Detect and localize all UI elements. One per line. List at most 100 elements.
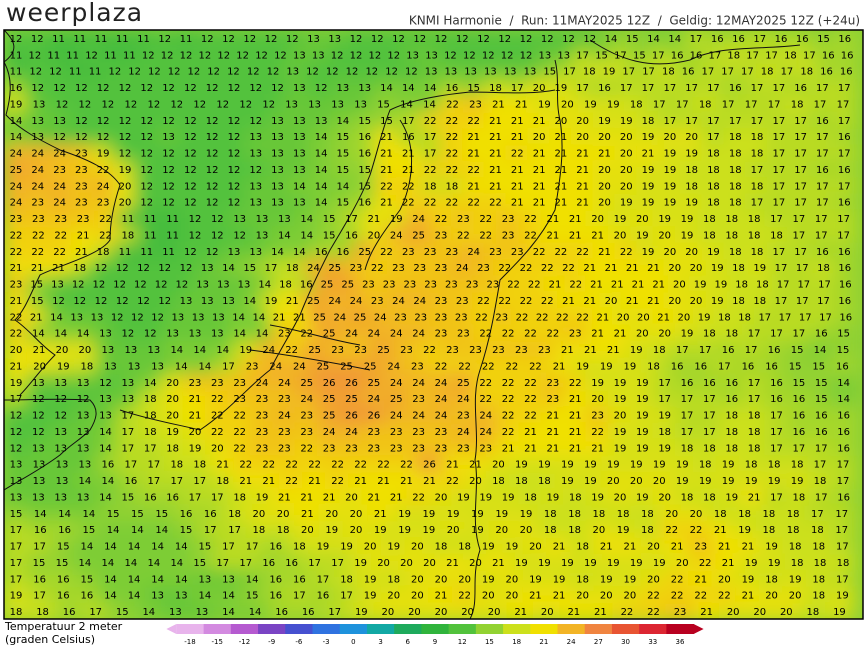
temperature-value: 18 [725,411,738,422]
temperature-value: 12 [477,34,490,45]
legend-title: Temperatuur 2 meter [4,620,123,633]
temperature-value: 22 [371,263,384,274]
temperature-value: 24 [323,427,336,438]
temperature-cell [527,128,551,147]
temperature-value: 26 [368,411,381,422]
temperature-value: 21 [492,99,505,110]
temperature-value: 17 [772,116,785,127]
temperature-value: 14 [147,558,160,569]
temperature-value: 12 [53,132,66,143]
logo[interactable]: weerplaza [6,0,143,27]
temperature-value: 16 [816,165,829,176]
temperature-value: 18 [791,558,804,569]
temperature-value: 15 [467,83,480,94]
temperature-value: 20 [435,574,448,585]
temperature-value: 12 [413,34,426,45]
temperature-value: 12 [207,67,220,78]
temperature-value: 12 [189,214,202,225]
temperature-value: 21 [607,345,620,356]
temperature-value: 19 [725,492,738,503]
temperature-value: 23 [354,345,367,356]
temperature-value: 16 [690,50,703,61]
temperature-value: 20 [598,132,611,143]
temperature-value: 18 [837,558,850,569]
temperature-value: 12 [77,394,90,405]
temperature-value: 24 [31,165,44,176]
temperature-cell [81,46,102,65]
temperature-value: 19 [833,607,846,618]
temperature-value: 17 [794,116,807,127]
temperature-value: 20 [663,132,676,143]
temperature-value: 20 [576,116,589,127]
temperature-cell [788,128,813,147]
temperature-cell [202,62,225,81]
temperature-value: 22 [502,411,515,422]
temperature-value: 19 [471,509,484,520]
temperature-cell [811,30,836,49]
temperature-value: 12 [274,50,287,61]
map: 12 12 11 11 11 11 11 12 11 12 12 12 12 12 13 13 12 12 12 12… [4,30,863,619]
temperature-value: 24 [456,263,469,274]
temperature-value: 15 [543,67,556,78]
temperature-cell [418,111,442,131]
temperature-value: 17 [751,83,764,94]
temperature-value: 15 [633,50,646,61]
temperature-value: 14 [144,378,157,389]
temperature-value: 22 [489,198,502,209]
temperature-value: 12 [161,50,174,61]
temperature-value: 17 [663,83,676,94]
temperature-value: 12 [222,34,235,45]
temperature-value: 14 [10,132,23,143]
temperature-value: 14 [107,525,120,536]
temperature-cell [830,95,856,114]
temperature-value: 14 [175,542,188,553]
temperature-value: 14 [837,378,850,389]
temperature-value: 17 [121,427,134,438]
temperature-value: 15 [80,574,93,585]
temperature-value: 13 [249,132,262,143]
temperature-value: 12 [93,280,106,291]
temperature-value: 17 [816,149,829,160]
temperature-value: 18 [658,427,671,438]
temperature-value: 20 [765,591,778,602]
temperature-cell [137,46,159,65]
temperature-value: 21 [600,542,613,553]
temperature-value: 24 [97,181,110,192]
temperature-value: 24 [256,378,269,389]
temperature-value: 23 [300,411,313,422]
temperature-value: 17 [424,149,437,160]
temperature-value: 17 [676,345,689,356]
temperature-value: 12 [54,411,67,422]
temperature-value: 19 [636,230,649,241]
temperature-value: 17 [722,99,735,110]
temperature-value: 16 [302,607,315,618]
temperature-cell [25,30,49,49]
temperature-value: 14 [151,574,164,585]
temperature-value: 22 [502,427,515,438]
temperature-value: 17 [402,116,415,127]
temperature-value: 14 [402,83,415,94]
temperature-value: 18 [524,492,537,503]
temperature-cell [64,62,87,81]
temperature-value: 18 [642,116,655,127]
temperature-value: 19 [364,574,377,585]
temperature-value: 19 [239,345,252,356]
temperature-value: 19 [642,132,655,143]
temperature-value: 24 [435,411,448,422]
temperature-value: 13 [99,329,112,340]
temperature-value: 16 [358,149,371,160]
temperature-value: 22 [665,525,678,536]
temperature-value: 23 [75,149,88,160]
temperature-value: 23 [569,329,582,340]
temperature-value: 12 [54,394,67,405]
temperature-value: 19 [663,198,676,209]
temperature-value: 19 [538,99,551,110]
temperature-value: 12 [131,312,144,323]
temperature-value: 20 [423,558,436,569]
temperature-cell [519,62,541,81]
temperature-value: 17 [424,132,437,143]
temperature-value: 19 [603,67,616,78]
temperature-value: 11 [10,50,23,61]
temperature-value: 21 [546,427,559,438]
temperature-cell [321,62,344,81]
